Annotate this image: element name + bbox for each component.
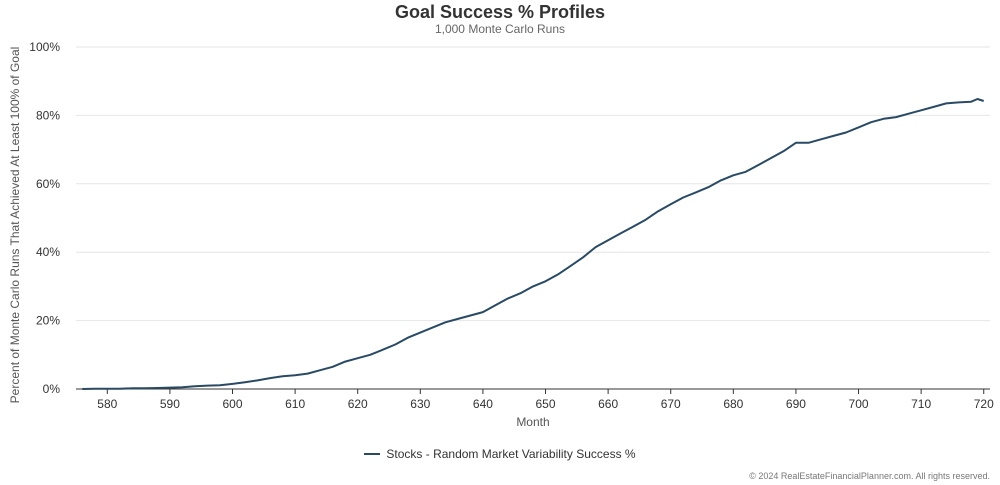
x-tick-label: 610: [285, 397, 305, 411]
gridlines: [76, 46, 990, 322]
x-tick-label: 690: [786, 397, 806, 411]
y-tick-label: 40%: [36, 245, 60, 259]
x-tick-label: 700: [849, 397, 869, 411]
x-tick-label: 590: [160, 397, 180, 411]
legend-label: Stocks - Random Market Variability Succe…: [386, 447, 636, 461]
y-axis-ticks: 0% 20% 40% 60% 80% 100%: [29, 40, 60, 396]
x-tick-label: 630: [410, 397, 430, 411]
y-axis-title: Percent of Monte Carlo Runs That Achieve…: [8, 47, 22, 404]
y-tick-label: 60%: [36, 177, 60, 191]
copyright-notice: © 2024 RealEstateFinancialPlanner.com. A…: [749, 471, 990, 481]
x-axis-title: Month: [516, 415, 549, 429]
y-tick-label: 80%: [36, 108, 60, 122]
x-tick-label: 720: [974, 397, 994, 411]
x-tick-label: 600: [222, 397, 242, 411]
x-tick-label: 580: [97, 397, 117, 411]
legend-swatch: [364, 452, 381, 455]
chart-title: Goal Success % Profiles: [394, 2, 606, 22]
legend[interactable]: Stocks - Random Market Variability Succe…: [0, 447, 1000, 461]
x-tick-label: 670: [661, 397, 681, 411]
x-tick-label: 680: [723, 397, 743, 411]
x-axis-ticks: 580 590 600 610 620 630 640 650 660 670 680 690 700 7…: [97, 389, 994, 411]
x-tick-label: 640: [473, 397, 493, 411]
chart-subtitle: 1,000 Monte Carlo Runs: [434, 22, 566, 36]
series-group: [82, 98, 985, 390]
x-tick-label: 620: [348, 397, 368, 411]
y-tick-label: 20%: [36, 314, 60, 328]
x-tick-label: 650: [536, 397, 556, 411]
series-line: [82, 98, 985, 390]
y-tick-label: 100%: [29, 40, 60, 54]
y-tick-label: 0%: [43, 382, 61, 396]
x-tick-label: 660: [598, 397, 618, 411]
x-tick-label: 710: [911, 397, 931, 411]
